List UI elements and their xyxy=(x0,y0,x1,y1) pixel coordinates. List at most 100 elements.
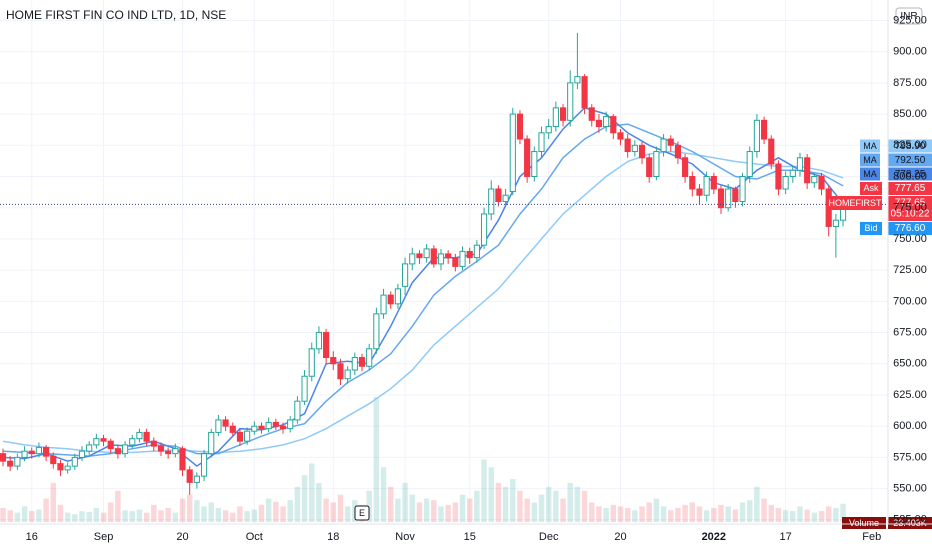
candle-body xyxy=(208,431,215,455)
candle-body xyxy=(14,456,21,467)
volume-bar xyxy=(373,397,380,522)
volume-bar xyxy=(617,506,624,522)
ma-layer xyxy=(2,106,844,468)
candle-body xyxy=(832,219,839,227)
volume-bar xyxy=(725,506,731,522)
volume-bar xyxy=(581,490,588,522)
volume-tag-value-bg xyxy=(888,517,932,529)
grid xyxy=(0,0,888,524)
candle-body xyxy=(258,425,265,430)
y-tick-label: 900.00 xyxy=(893,46,927,58)
candle-body xyxy=(409,253,416,265)
volume-bar xyxy=(14,512,21,522)
candle-body xyxy=(818,176,825,190)
candle-body xyxy=(782,176,789,190)
volume-bar xyxy=(603,507,609,522)
candle-body xyxy=(703,176,710,196)
volume-bar xyxy=(72,514,78,522)
candle-body xyxy=(7,460,14,467)
volume-bar xyxy=(840,503,846,522)
volume-bar xyxy=(186,494,193,522)
volume-bar xyxy=(696,506,703,522)
currency-box[interactable] xyxy=(895,7,923,25)
ma-tag-value-bg xyxy=(888,153,932,167)
x-tick-label: 17 xyxy=(779,531,791,543)
candle-body xyxy=(804,157,811,184)
volume-bar xyxy=(804,509,810,522)
candle-body xyxy=(696,188,703,196)
candle-body xyxy=(617,132,624,140)
volume-bar xyxy=(524,498,530,522)
candle-body xyxy=(279,425,287,430)
ma-tag-value: 778.25 xyxy=(895,169,926,180)
volume-bar xyxy=(222,510,229,522)
x-tick-label: Dec xyxy=(539,531,559,543)
volume-bar xyxy=(502,486,509,522)
candle-body xyxy=(559,107,567,121)
x-tick-label: 18 xyxy=(327,531,339,543)
candle-body xyxy=(136,431,143,440)
candle-body xyxy=(93,438,100,446)
volume-bar xyxy=(668,510,674,522)
y-tick-label: 825.00 xyxy=(893,139,927,151)
candle-body xyxy=(473,244,480,259)
volume-bar xyxy=(387,486,394,522)
volume-bar xyxy=(653,498,660,522)
volume-bar xyxy=(57,504,64,522)
volume-bar xyxy=(495,482,502,522)
candle-body xyxy=(236,431,244,442)
candle-body xyxy=(531,151,538,178)
candle-body xyxy=(358,357,366,367)
candle-body xyxy=(244,430,251,442)
candle-body xyxy=(186,469,193,483)
candle-body xyxy=(193,475,200,483)
volume-bar xyxy=(7,510,13,522)
ma-tag-value-bg xyxy=(888,167,932,181)
volume-bar xyxy=(143,512,150,522)
candle-body xyxy=(509,113,516,192)
volume-bar xyxy=(265,498,272,522)
candle-body xyxy=(100,438,107,442)
candle-body xyxy=(660,138,667,153)
candle-body xyxy=(760,119,768,140)
candle-body xyxy=(552,107,559,128)
volume-bar xyxy=(646,502,652,522)
ask-name: Ask xyxy=(863,183,879,193)
x-tick-label: 2022 xyxy=(702,531,726,543)
y-tick-label: 550.00 xyxy=(893,483,927,495)
candle-body xyxy=(459,250,466,267)
volume-bar xyxy=(775,507,782,522)
candle-body xyxy=(387,294,394,305)
candle-body xyxy=(150,440,157,447)
volume-bar xyxy=(402,482,408,522)
candle-body xyxy=(437,253,445,265)
y-tick-label: 750.00 xyxy=(893,233,927,245)
currency: INR xyxy=(900,11,917,22)
candle-body xyxy=(265,421,272,430)
y-tick-label: 700.00 xyxy=(893,295,927,307)
chart-title: HOME FIRST FIN CO IND LTD, 1D, NSE xyxy=(6,8,226,22)
candle-body xyxy=(222,419,229,427)
ma-tag-name-bg xyxy=(860,139,880,153)
candle-body xyxy=(725,188,732,209)
volume-bar xyxy=(818,511,825,522)
candle-body xyxy=(50,455,57,465)
volume-bar xyxy=(294,486,301,522)
volume-bar xyxy=(29,511,35,522)
volume-bar xyxy=(703,510,710,522)
candle-body xyxy=(789,169,796,178)
candle-body xyxy=(107,440,114,450)
volume-bar xyxy=(761,498,767,522)
candle-body xyxy=(315,332,323,350)
volume-bar xyxy=(675,507,681,522)
candle-body xyxy=(272,421,279,427)
candle-body xyxy=(567,82,574,121)
volume-bar xyxy=(215,507,222,522)
volume-bar xyxy=(309,463,315,522)
volume-bar xyxy=(86,511,92,522)
candle-body xyxy=(524,138,531,178)
volume-bar xyxy=(344,506,351,522)
ma-tag-value-bg xyxy=(888,139,932,153)
candle-body xyxy=(423,248,430,259)
ask-value-bg xyxy=(888,182,932,195)
